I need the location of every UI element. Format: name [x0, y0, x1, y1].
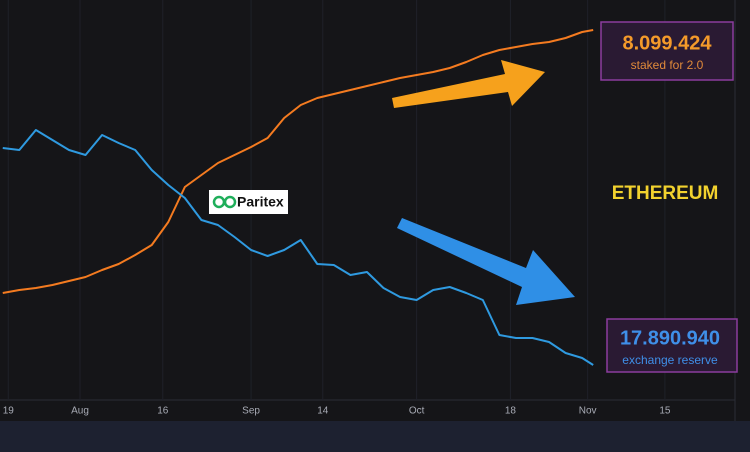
logo-icon — [223, 195, 237, 209]
reserve-value: 17.890.940 — [620, 327, 720, 349]
down-arrow — [397, 218, 575, 305]
x-tick-label: 14 — [317, 406, 329, 417]
series-line — [2, 29, 594, 294]
staked-box — [600, 21, 734, 81]
x-tick-label: Aug — [71, 406, 89, 417]
watermark: Paritex — [237, 194, 284, 210]
x-tick-label: 19 — [3, 406, 15, 417]
x-tick-label: Nov — [579, 406, 597, 417]
x-tick-label: 15 — [659, 406, 671, 417]
bottom-bar — [0, 421, 750, 452]
up-arrow — [392, 60, 545, 108]
asset-title: ETHEREUM — [612, 183, 719, 204]
x-tick-label: 18 — [505, 406, 517, 417]
staked-label: staked for 2.0 — [631, 58, 704, 72]
x-tick-label: Sep — [242, 406, 260, 417]
x-tick-label: Oct — [409, 406, 425, 417]
reserve-box — [606, 318, 738, 373]
staked-value: 8.099.424 — [623, 32, 713, 54]
series-line — [2, 129, 594, 366]
x-tick-label: 16 — [157, 406, 169, 417]
watermark-box — [209, 190, 288, 214]
reserve-label: exchange reserve — [622, 353, 718, 367]
